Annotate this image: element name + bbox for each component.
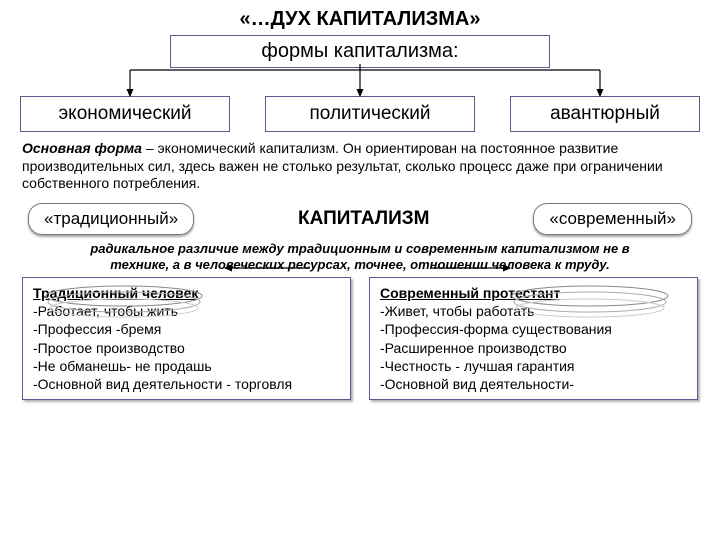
left-heading: Традиционный человек bbox=[33, 285, 198, 301]
para-lead: Основная форма bbox=[22, 140, 142, 156]
main-form-paragraph: Основная форма – экономический капитализ… bbox=[22, 140, 698, 193]
modern-protestant-box: Современный протестант -Живет, чтобы раб… bbox=[369, 277, 698, 400]
left-line-1: -Работает, чтобы жить bbox=[33, 303, 178, 319]
form-economic: экономический bbox=[20, 96, 230, 132]
right-line-2: -Профессия-форма существования bbox=[380, 321, 612, 337]
difference-note: радикальное различие между традиционным … bbox=[60, 241, 660, 274]
left-line-2: -Профессия -бремя bbox=[33, 321, 161, 337]
traditional-oval: «традиционный» bbox=[28, 203, 194, 235]
right-line-1: -Живет, чтобы работать bbox=[380, 303, 534, 319]
forms-row: экономический политический авантюрный bbox=[20, 96, 700, 132]
right-line-3: -Расширенное производство bbox=[380, 340, 567, 356]
form-adventurous: авантюрный bbox=[510, 96, 700, 132]
right-line-5: -Основной вид деятельности- bbox=[380, 376, 574, 392]
right-line-4: -Честность - лучшая гарантия bbox=[380, 358, 575, 374]
subtitle-box: формы капитализма: bbox=[170, 35, 550, 68]
traditional-person-box: Традиционный человек -Работает, чтобы жи… bbox=[22, 277, 351, 400]
capitalism-row: «традиционный» КАПИТАЛИЗМ «современный» bbox=[28, 203, 692, 235]
right-heading: Современный протестант bbox=[380, 285, 560, 301]
left-line-3: -Простое производство bbox=[33, 340, 185, 356]
capitalism-label: КАПИТАЛИЗМ bbox=[298, 208, 429, 230]
main-title: «…ДУХ КАПИТАЛИЗМА» bbox=[0, 0, 720, 35]
left-line-5: -Основной вид деятельности - торговля bbox=[33, 376, 292, 392]
modern-oval: «современный» bbox=[533, 203, 692, 235]
left-line-4: -Не обманешь- не продашь bbox=[33, 358, 212, 374]
comparison-columns: Традиционный человек -Работает, чтобы жи… bbox=[22, 277, 698, 400]
form-political: политический bbox=[265, 96, 475, 132]
